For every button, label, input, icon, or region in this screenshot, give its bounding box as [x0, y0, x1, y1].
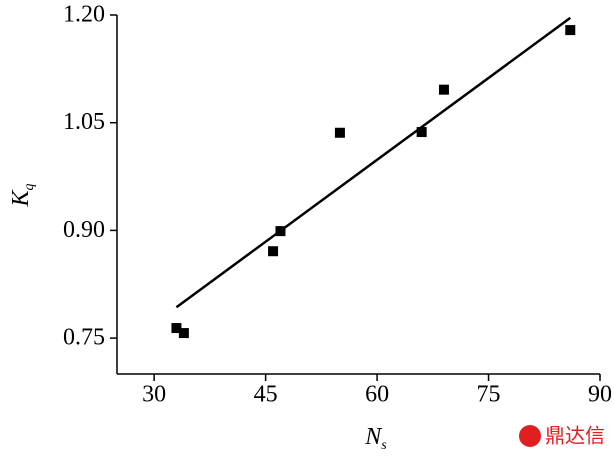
point — [416, 127, 427, 138]
x-axis-label-main: N — [364, 424, 383, 450]
x-axis-label-sub: s — [381, 438, 387, 453]
point — [438, 84, 449, 95]
point — [171, 323, 182, 334]
point — [268, 246, 279, 257]
point — [334, 127, 345, 138]
x-tick-label: 45 — [254, 382, 278, 408]
x-tick-label: 60 — [365, 382, 389, 408]
y-axis-label-sub: q — [22, 183, 37, 190]
x-axis-label: Ns — [364, 424, 387, 454]
fit-line — [175, 16, 572, 309]
y-tick-label: 0.75 — [63, 325, 105, 351]
y-tick-label: 0.90 — [63, 217, 105, 243]
point — [275, 226, 286, 237]
x-tick-label: 90 — [588, 382, 612, 408]
y-tick-label: 1.05 — [63, 109, 105, 135]
point — [178, 328, 189, 339]
y-axis-label-main: K — [8, 189, 34, 208]
x-tick-label: 75 — [477, 382, 501, 408]
watermark-logo — [519, 425, 541, 447]
y-axis-label: Kq — [8, 183, 38, 207]
point — [565, 25, 576, 36]
x-tick-label: 30 — [142, 382, 166, 408]
watermark: 鼎达信 — [545, 424, 605, 448]
y-tick-label: 1.20 — [63, 2, 105, 28]
